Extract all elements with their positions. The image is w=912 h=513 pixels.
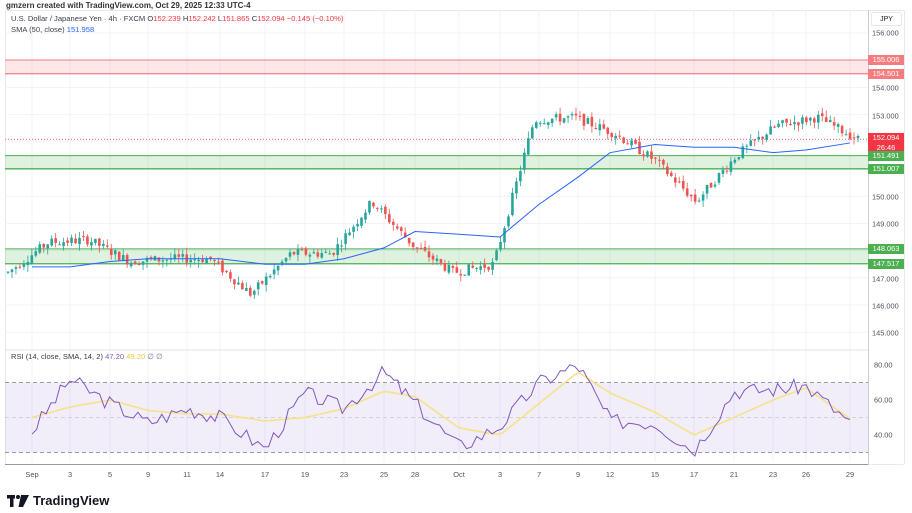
tradingview-icon: [7, 494, 29, 507]
time-tick: 21: [729, 470, 739, 479]
price-tick: 156.000: [872, 28, 899, 38]
time-tick: 3: [67, 470, 73, 479]
time-axis[interactable]: Sep 3 5 9 11 14 17 19 23 25 28 Oct 3 7 9 12 15 17 21 23 26 29: [5, 464, 868, 483]
price-tick: 149.000: [872, 219, 899, 229]
close-value: 152.094: [257, 14, 285, 23]
rsi-value: 47.20: [105, 352, 125, 361]
time-tick: 19: [300, 470, 310, 479]
time-tick: 9: [575, 470, 581, 479]
price-tick: 154.000: [872, 83, 899, 93]
chart-credit: gmzern created with TradingView.com, Oct…: [6, 1, 251, 10]
low-value: 151.865: [222, 14, 250, 23]
brand-name: TradingView: [33, 493, 110, 508]
change-value: −0.145 (−0.10%): [286, 14, 344, 23]
time-tick: 23: [768, 470, 778, 479]
time-tick: 26: [801, 470, 811, 479]
rsi-sma-value: 49.20: [126, 352, 146, 361]
level-price-tag: 151.007: [868, 163, 904, 174]
time-tick: 7: [536, 470, 542, 479]
time-tick: 14: [215, 470, 225, 479]
high-value: 152.242: [188, 14, 216, 23]
price-tick: 150.000: [872, 192, 899, 202]
price-chart[interactable]: [5, 10, 868, 465]
sma-label[interactable]: SMA (50, close): [11, 25, 65, 34]
time-tick: Oct: [453, 470, 465, 479]
time-tick: 28: [410, 470, 420, 479]
sma-value: 151.958: [66, 25, 95, 34]
price-tick: 145.000: [872, 328, 899, 338]
level-price-tag: 147.517: [868, 258, 904, 269]
time-tick: 29: [845, 470, 855, 479]
last-price-tag: 152.094 26:46: [868, 133, 904, 154]
tradingview-logo[interactable]: TradingView: [7, 493, 109, 508]
price-tick: 153.000: [872, 111, 899, 121]
ohlc-row: U.S. Dollar / Japanese Yen · 4h · FXCM O…: [11, 13, 343, 24]
price-axis[interactable]: [868, 10, 905, 465]
high-label: H: [182, 14, 189, 23]
level-price-tag: 148.063: [868, 243, 904, 254]
time-tick: 3: [497, 470, 503, 479]
main-legend: U.S. Dollar / Japanese Yen · 4h · FXCM O…: [11, 13, 343, 35]
time-tick: 25: [379, 470, 389, 479]
close-label: C: [251, 14, 258, 23]
level-price-tag: 155.006: [868, 55, 904, 66]
time-tick: 23: [339, 470, 349, 479]
time-tick: Sep: [25, 470, 39, 479]
symbol-title[interactable]: U.S. Dollar / Japanese Yen · 4h · FXCM: [11, 14, 146, 23]
price-tick: 146.000: [872, 301, 899, 311]
rsi-label[interactable]: RSI (14, close, SMA, 14, 2): [11, 352, 104, 361]
time-tick: 11: [183, 470, 191, 479]
time-tick: 15: [650, 470, 660, 479]
rsi-tick: 60.00: [874, 395, 893, 405]
time-tick: 17: [260, 470, 270, 479]
sma-row: SMA (50, close) 151.958: [11, 24, 343, 35]
level-price-tag: 154.501: [868, 68, 904, 79]
time-tick: 12: [605, 470, 615, 479]
currency-label[interactable]: JPY: [871, 12, 902, 26]
level-price-tag: 151.491: [868, 150, 904, 161]
open-value: 152.239: [153, 14, 181, 23]
open-label: O: [147, 14, 154, 23]
rsi-extra-values: ∅ ∅: [147, 352, 163, 361]
rsi-tick: 40.00: [874, 430, 893, 440]
rsi-tick: 80.00: [874, 360, 893, 370]
time-tick: 5: [107, 470, 113, 479]
low-label: L: [217, 14, 223, 23]
time-tick: 9: [145, 470, 151, 479]
time-tick: 17: [689, 470, 699, 479]
price-tick: 147.000: [872, 274, 899, 284]
rsi-legend: RSI (14, close, SMA, 14, 2) 47.20 49.20 …: [11, 352, 163, 361]
